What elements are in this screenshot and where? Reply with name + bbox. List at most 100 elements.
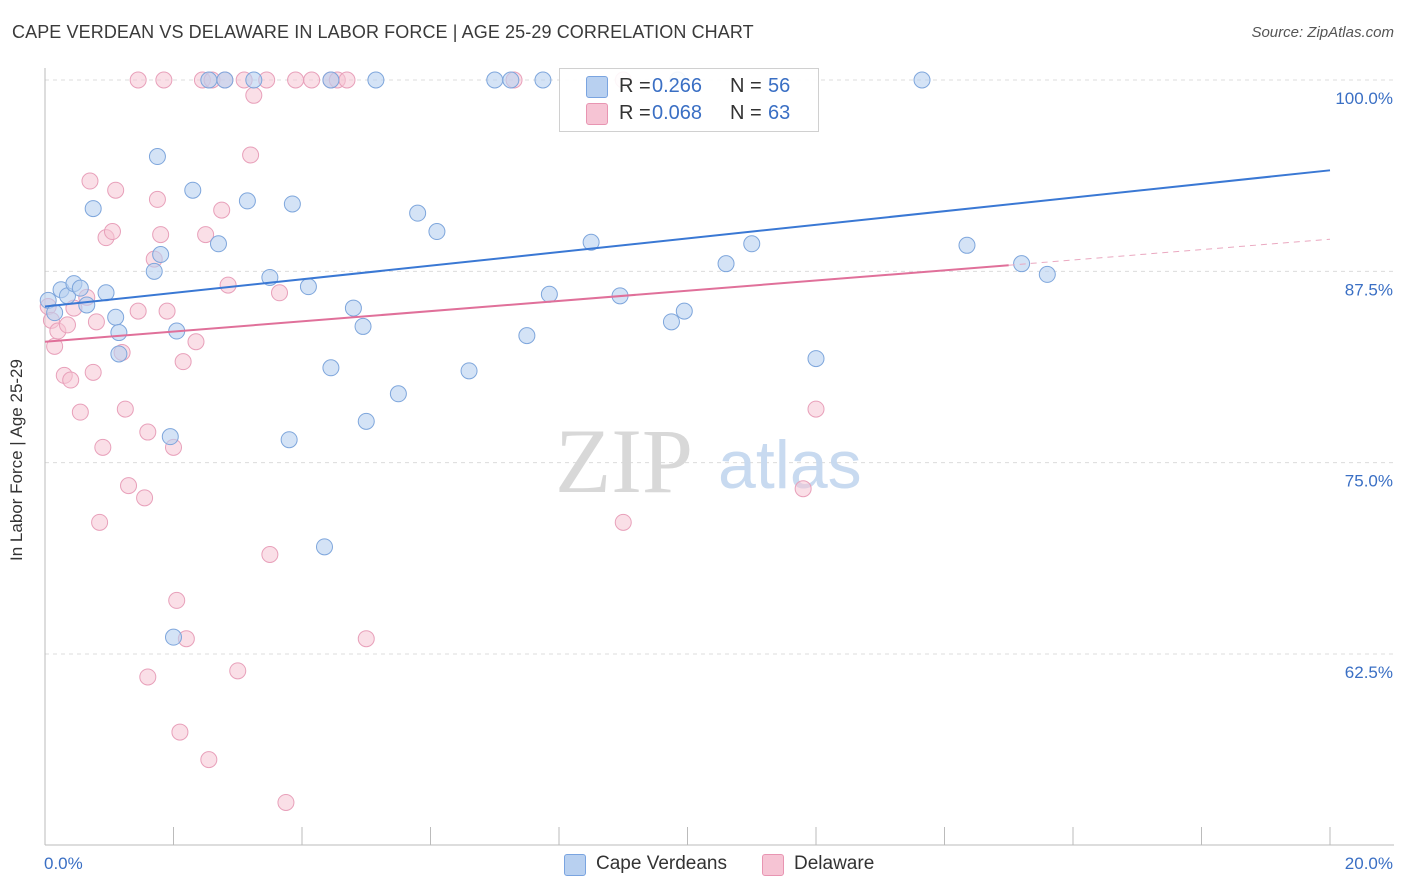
cape-verdean-point	[675, 302, 693, 320]
tick-labels: 62.5% 75.0% 87.5% 100.0% 0.0% 20.0%	[44, 89, 1393, 873]
r-value: 0.266	[652, 75, 703, 97]
delaware-point	[271, 284, 289, 302]
delaware-point	[71, 403, 89, 421]
delaware-point	[261, 546, 279, 564]
cape-verdean-point	[283, 195, 301, 213]
cape-verdean-point	[97, 284, 115, 302]
x-tick-label: 0.0%	[44, 854, 83, 873]
cape-verdean-point	[322, 359, 340, 377]
trend-lines	[44, 169, 1331, 343]
cape-verdean-point	[238, 192, 256, 210]
cape-verdean-point	[148, 148, 166, 166]
delaware-point	[120, 477, 138, 495]
cape-verdean-point	[84, 200, 102, 218]
cape-verdean-point	[389, 385, 407, 403]
delaware-point	[139, 423, 157, 441]
cape-verdean-point	[534, 71, 552, 89]
cape-verdean-point	[582, 233, 600, 251]
cape-verdean-trend-line	[44, 169, 1331, 308]
gridlines	[45, 79, 1394, 655]
cape-verdean-point	[107, 308, 125, 326]
cape-verdean-points	[39, 71, 1056, 646]
blue-swatch	[564, 854, 586, 876]
x-tick-label: 20.0%	[1345, 854, 1393, 873]
delaware-point	[242, 146, 260, 164]
cape-verdean-point	[486, 71, 504, 89]
delaware-point	[87, 313, 105, 331]
cape-verdean-point	[913, 71, 931, 89]
pink-swatch	[762, 854, 784, 876]
cape-verdean-point	[502, 71, 520, 89]
cape-verdean-point	[245, 71, 263, 89]
y-tick-label: 100.0%	[1335, 89, 1393, 108]
cape-verdean-point	[152, 245, 170, 263]
delaware-point	[84, 363, 102, 381]
cape-verdean-point	[184, 181, 202, 199]
source-label: Source: ZipAtlas.com	[1251, 24, 1394, 41]
cape-verdean-point	[807, 350, 825, 368]
delaware-point	[171, 723, 189, 741]
delaware-point	[277, 793, 295, 811]
delaware-point	[174, 353, 192, 371]
cape-verdean-point	[540, 285, 558, 303]
delaware-trend-line	[44, 264, 1009, 343]
r-label: R =	[619, 75, 651, 97]
cape-verdean-point	[216, 71, 234, 89]
delaware-point	[245, 86, 263, 104]
delaware-point	[58, 316, 76, 334]
delaware-point	[148, 190, 166, 208]
cape-verdean-point	[717, 255, 735, 273]
delaware-point	[152, 226, 170, 244]
delaware-point	[103, 223, 121, 241]
cape-verdean-point	[1038, 265, 1056, 283]
r-value: 0.068	[652, 102, 703, 124]
chart-title: CAPE VERDEAN VS DELAWARE IN LABOR FORCE …	[12, 22, 754, 42]
delaware-point	[287, 71, 305, 89]
stats-legend: R = 0.266 N = 56 R = 0.068 N = 63	[559, 68, 819, 132]
cape-verdean-point	[958, 236, 976, 254]
delaware-point	[229, 662, 247, 680]
cape-verdean-point	[145, 262, 163, 280]
delaware-point	[357, 630, 375, 648]
cape-verdean-point	[409, 204, 427, 222]
delaware-point	[129, 302, 147, 320]
y-tick-label: 62.5%	[1345, 663, 1393, 682]
delaware-point	[94, 438, 112, 456]
cape-verdean-point	[315, 538, 333, 556]
series-label: Delaware	[794, 853, 875, 874]
delaware-point	[158, 302, 176, 320]
cape-verdean-point	[518, 327, 536, 345]
delaware-point	[807, 400, 825, 418]
watermark-atlas: atlas	[718, 427, 862, 503]
cape-verdean-point	[110, 324, 128, 342]
delaware-point	[187, 333, 205, 351]
cape-verdean-point	[367, 71, 385, 89]
delaware-point	[129, 71, 147, 89]
cape-verdean-point	[428, 223, 446, 241]
cape-verdean-point	[299, 278, 317, 296]
n-value: 56	[768, 75, 791, 97]
blue-swatch	[586, 76, 608, 98]
delaware-point	[116, 400, 134, 418]
series-label: Cape Verdeans	[596, 853, 727, 874]
cape-verdean-point	[460, 362, 478, 380]
delaware-point	[136, 489, 154, 507]
n-label: N =	[730, 75, 762, 97]
watermark-zip: ZIP	[555, 410, 693, 512]
n-label: N =	[730, 102, 762, 124]
delaware-point	[614, 513, 632, 531]
delaware-point	[107, 181, 125, 199]
delaware-point	[155, 71, 173, 89]
delaware-point	[168, 591, 186, 609]
cape-verdean-point	[322, 71, 340, 89]
delaware-points	[39, 71, 825, 811]
cape-verdean-point	[209, 235, 227, 253]
pink-swatch	[586, 103, 608, 125]
cape-verdean-point	[743, 235, 761, 253]
cape-verdean-point	[71, 279, 89, 297]
cape-verdean-point	[161, 428, 179, 446]
r-label: R =	[619, 102, 651, 124]
cape-verdean-point	[78, 296, 96, 314]
watermark: ZIP atlas	[555, 410, 862, 512]
